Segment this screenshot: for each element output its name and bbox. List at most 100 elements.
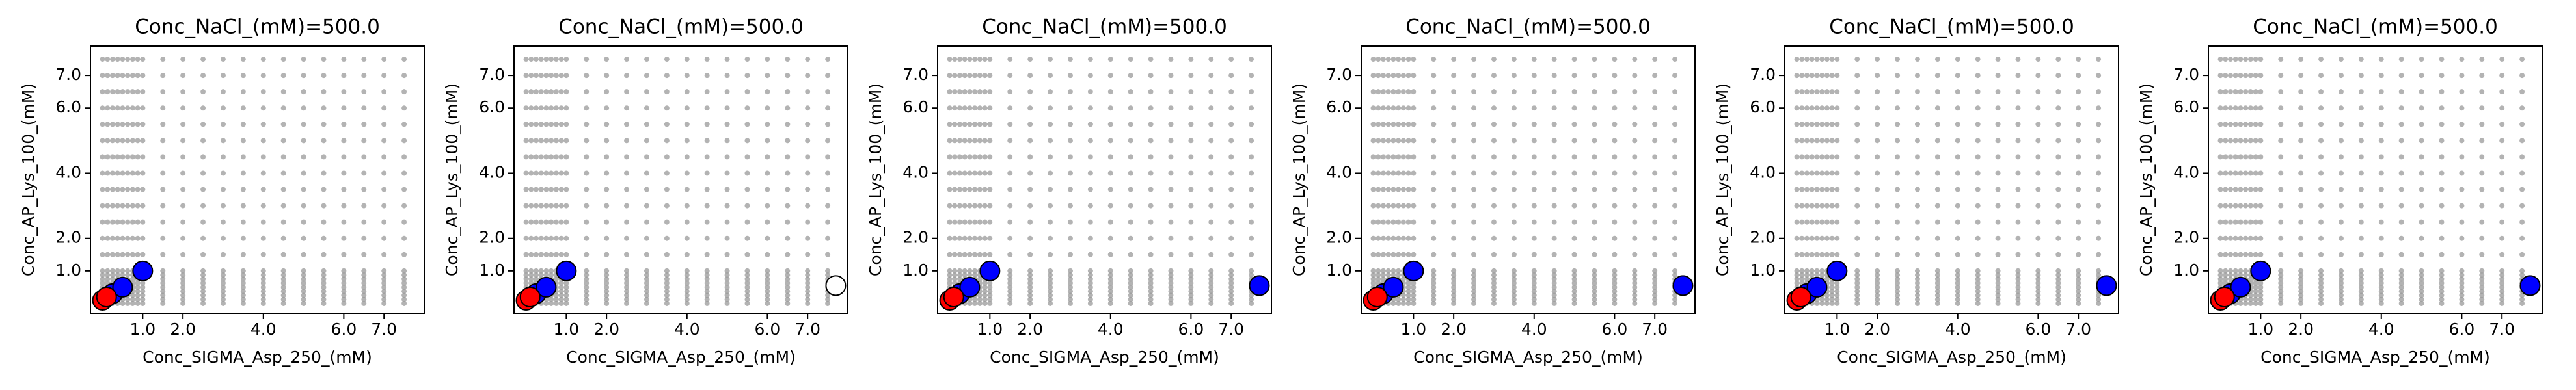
grid-point (624, 170, 630, 176)
grid-point (240, 105, 246, 111)
grid-point (805, 252, 811, 257)
grid-point (1048, 154, 1053, 160)
grid-point (1551, 170, 1557, 176)
grid-point (956, 89, 962, 95)
grid-point (1794, 280, 1800, 286)
grid-point (538, 170, 544, 176)
grid-point (1385, 235, 1391, 241)
grid-point (644, 292, 649, 298)
grid-point (2278, 284, 2284, 290)
grid-point (1914, 235, 1920, 241)
grid-point (624, 280, 630, 286)
grid-point (1027, 219, 1033, 225)
grid-point (2076, 154, 2081, 160)
grid-point (785, 138, 791, 144)
grid-point (1551, 105, 1557, 111)
grid-point (1592, 89, 1597, 95)
grid-point (321, 280, 327, 286)
grid-point (2479, 203, 2485, 209)
grid-point (1370, 235, 1376, 241)
grid-point (2243, 219, 2249, 225)
grid-point (1829, 284, 1835, 290)
grid-point (220, 154, 226, 160)
grid-point (1405, 284, 1411, 290)
grid-point (1208, 57, 1214, 62)
grid-point (1551, 272, 1557, 278)
grid-point (260, 272, 266, 278)
grid-point (135, 292, 141, 298)
x-tick-label: 6.0 (331, 320, 357, 339)
grid-point (528, 73, 534, 79)
grid-point (361, 219, 367, 225)
grid-point (604, 276, 610, 282)
grid-point (301, 122, 306, 127)
grid-point (1128, 57, 1133, 62)
grid-point (180, 219, 186, 225)
grid-point (1632, 289, 1638, 294)
grid-point (2247, 235, 2253, 241)
grid-point (200, 170, 206, 176)
grid-point (2035, 252, 2041, 257)
grid-point (982, 292, 988, 298)
grid-point (2232, 272, 2238, 278)
grid-point (972, 154, 978, 160)
grid-point (952, 154, 958, 160)
grid-point (200, 154, 206, 160)
grid-point (1048, 57, 1053, 62)
grid-point (972, 170, 978, 176)
grid-point (1249, 57, 1254, 62)
grid-point (624, 300, 630, 306)
grid-point (1551, 268, 1557, 274)
grid-point (1824, 73, 1830, 79)
grid-point (1592, 284, 1597, 290)
grid-point (1411, 73, 1417, 79)
grid-point (2439, 268, 2445, 274)
x-tick-label: 4.0 (2368, 320, 2394, 339)
grid-point (1819, 170, 1825, 176)
grid-point (240, 289, 246, 294)
grid-point (558, 292, 564, 298)
grid-point (160, 276, 166, 282)
grid-point (538, 73, 544, 79)
grid-point (1376, 138, 1381, 144)
grid-point (967, 300, 973, 306)
grid-point (1814, 272, 1820, 278)
grid-point (1396, 122, 1402, 127)
grid-point (947, 187, 953, 192)
grid-point (1007, 235, 1013, 241)
grid-point (2247, 105, 2253, 111)
x-tick-label: 6.0 (1178, 320, 1204, 339)
grid-point (2217, 89, 2223, 95)
grid-point (982, 284, 988, 290)
grid-point (321, 268, 327, 274)
grid-point (1107, 280, 1113, 286)
grid-point (1128, 219, 1133, 225)
grid-point (1804, 187, 1810, 192)
grid-point (2243, 73, 2249, 79)
grid-point (1895, 57, 1901, 62)
grid-point (1854, 73, 1860, 79)
grid-point (528, 138, 534, 144)
grid-point (361, 89, 367, 95)
grid-point (2278, 235, 2284, 241)
grid-point (2459, 203, 2465, 209)
grid-point (982, 289, 988, 294)
grid-point (1975, 170, 1981, 176)
grid-point (1854, 284, 1860, 290)
grid-point (2378, 187, 2384, 192)
grid-point (2479, 154, 2485, 160)
grid-point (381, 292, 387, 298)
grid-point (1612, 89, 1618, 95)
grid-point (1405, 292, 1411, 298)
grid-point (1975, 289, 1981, 294)
grid-point (549, 187, 554, 192)
grid-point (765, 280, 770, 286)
x-tick-label: 2.0 (2288, 320, 2314, 339)
grid-point (1914, 276, 1920, 282)
grid-point (563, 57, 569, 62)
grid-point (2499, 203, 2505, 209)
x-tick-label: 7.0 (1218, 320, 1244, 339)
grid-point (1571, 252, 1577, 257)
grid-point (952, 73, 958, 79)
grid-point (1819, 73, 1825, 79)
